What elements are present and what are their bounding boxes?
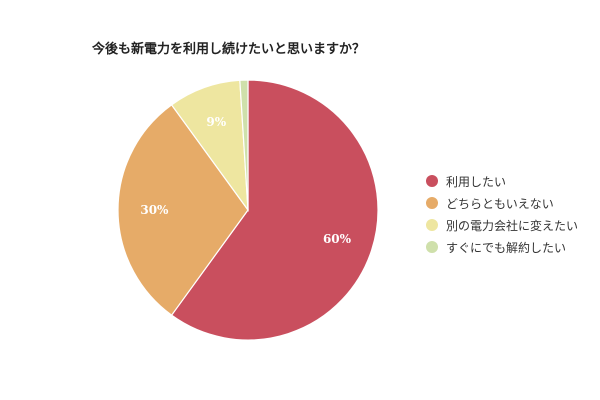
legend-swatch [426, 197, 438, 209]
legend-label: どちらともいえない [446, 196, 554, 211]
pie-slice-1 [117, 103, 249, 317]
legend-swatch [426, 219, 438, 231]
chart-title: 今後も新電力を利用し続けたいと思いますか？ [92, 42, 366, 57]
chart-legend: 利用したいどちらともいえない別の電力会社に変えたい すぐにでも解約したい [426, 170, 578, 258]
legend-item-2: 別の電力会社に変えたい [426, 214, 578, 236]
legend-item-1: どちらともいえない [426, 192, 578, 214]
legend-label: すぐにでも解約したい [446, 240, 567, 255]
pie-slice-3 [239, 79, 249, 211]
legend-label: 利用したい [446, 174, 507, 189]
legend-label: 別の電力会社に変えたい [446, 218, 579, 233]
legend-item-0: 利用したい [426, 170, 578, 192]
slice-value-label-2: 9% [206, 115, 226, 129]
legend-swatch [426, 175, 438, 187]
legend-item-3: すぐにでも解約したい [426, 236, 578, 258]
pie-slice-0 [170, 79, 379, 341]
legend-swatch [426, 241, 438, 253]
slice-value-label-0: 60% [323, 232, 352, 246]
slice-value-label-1: 30% [140, 203, 169, 217]
